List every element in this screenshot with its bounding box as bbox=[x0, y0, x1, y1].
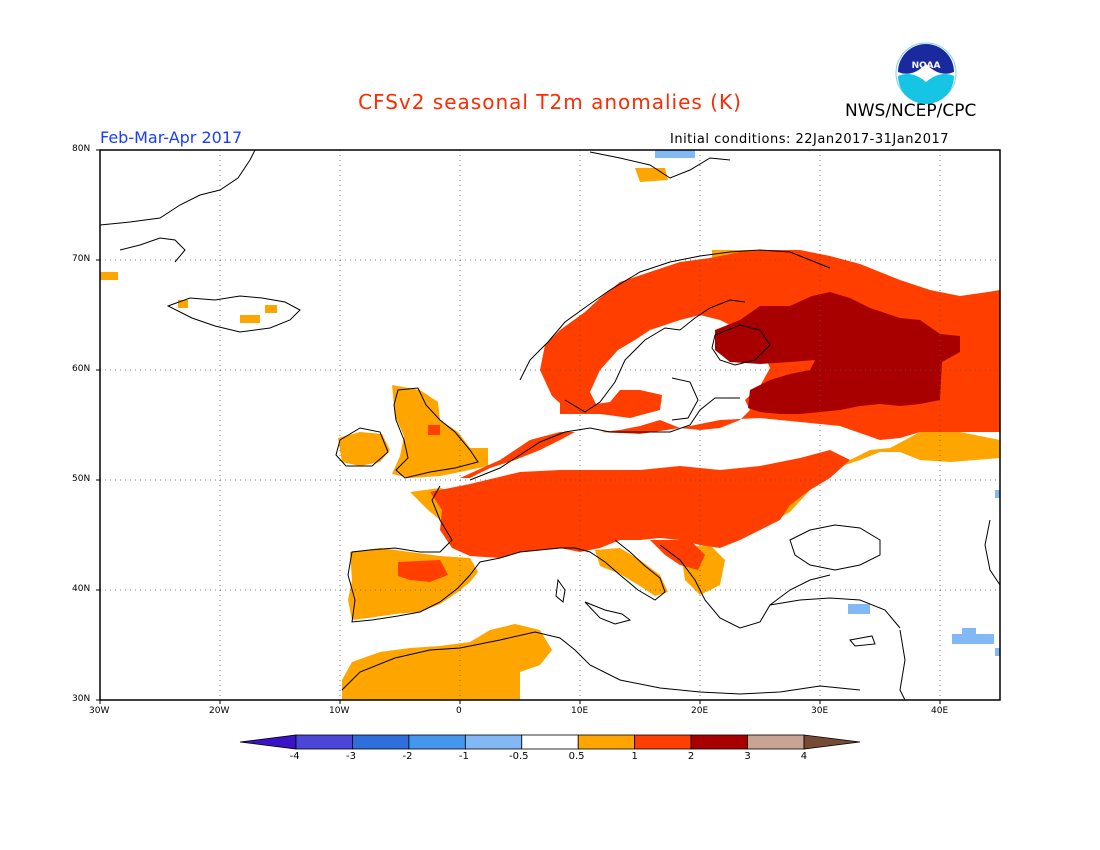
tick-marks bbox=[96, 149, 941, 704]
lat-label: 30N bbox=[72, 694, 91, 704]
colorbar-end-low bbox=[239, 734, 297, 750]
lon-label: 30W bbox=[89, 706, 110, 716]
colorbar-label: -1 bbox=[458, 751, 469, 762]
lon-label: 20E bbox=[691, 706, 709, 716]
gridlines bbox=[100, 150, 1000, 700]
lon-label: 10W bbox=[329, 706, 350, 716]
lat-label: 60N bbox=[72, 364, 91, 374]
lat-label: 50N bbox=[72, 474, 91, 484]
anomaly-2-3 bbox=[715, 292, 960, 414]
colorbar-swatch bbox=[690, 734, 748, 750]
coastlines bbox=[99, 149, 1001, 701]
colorbar-swatch bbox=[577, 734, 636, 750]
colorbar-swatch bbox=[464, 734, 523, 750]
plot-border bbox=[99, 149, 1001, 701]
logo-text: NOAA bbox=[912, 61, 941, 71]
colorbar-swatch bbox=[747, 734, 805, 750]
noaa-logo: NOAA bbox=[895, 42, 957, 104]
map-title: CFSv2 seasonal T2m anomalies (K) bbox=[358, 90, 742, 114]
colorbar-label: -2 bbox=[402, 751, 413, 762]
lat-label: 80N bbox=[72, 144, 91, 154]
colorbar-label: -4 bbox=[289, 751, 300, 762]
colorbar bbox=[239, 734, 861, 750]
colorbar-end-high bbox=[803, 734, 861, 750]
period-label: Feb-Mar-Apr 2017 bbox=[100, 128, 243, 147]
colorbar-swatch bbox=[408, 734, 466, 750]
colorbar-label: 4 bbox=[800, 751, 808, 762]
colorbar-label: 2 bbox=[687, 751, 695, 762]
colorbar-label: -0.5 bbox=[508, 751, 529, 762]
lat-label: 40N bbox=[72, 584, 91, 594]
initial-conditions-label: Initial conditions: 22Jan2017-31Jan2017 bbox=[670, 132, 950, 147]
colorbar-swatch bbox=[521, 734, 579, 750]
anomaly-neg bbox=[655, 150, 1000, 656]
colorbar-swatch bbox=[634, 734, 692, 750]
lon-label: 0 bbox=[456, 706, 462, 716]
colorbar-label: -3 bbox=[346, 751, 357, 762]
lon-label: 40E bbox=[931, 706, 949, 716]
colorbar-swatch bbox=[352, 734, 410, 750]
lon-label: 20W bbox=[209, 706, 230, 716]
lon-label: 10E bbox=[571, 706, 589, 716]
lat-label: 70N bbox=[72, 254, 91, 264]
colorbar-swatch bbox=[295, 734, 353, 750]
colorbar-label: 3 bbox=[744, 751, 751, 762]
colorbar-label: 1 bbox=[631, 751, 638, 762]
lon-label: 30E bbox=[811, 706, 829, 716]
colorbar-label: 0.5 bbox=[568, 751, 585, 762]
org-label: NWS/NCEP/CPC bbox=[845, 101, 977, 121]
